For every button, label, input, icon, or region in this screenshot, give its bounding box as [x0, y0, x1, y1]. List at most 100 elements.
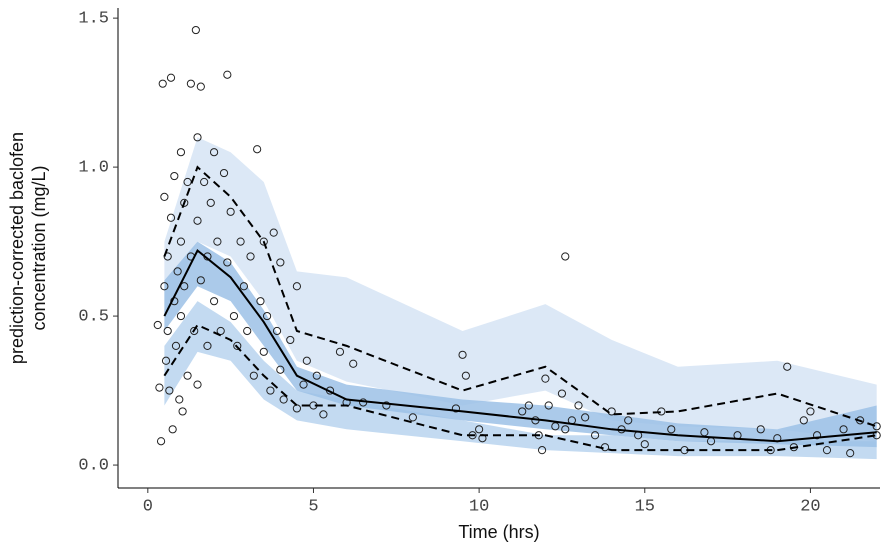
- data-point: [173, 267, 182, 276]
- data-point: [382, 401, 391, 410]
- data-point: [561, 252, 570, 261]
- percentile-line: [163, 323, 877, 452]
- data-point: [262, 311, 272, 321]
- data-point: [155, 383, 164, 392]
- data-point: [183, 371, 192, 380]
- x-tick-label: 5: [308, 497, 318, 516]
- data-point: [229, 311, 239, 321]
- y-tick-label: 0.5: [78, 308, 109, 327]
- data-point: [846, 449, 855, 458]
- x-tick-label: 15: [635, 497, 655, 516]
- data-point: [170, 171, 179, 181]
- data-point: [590, 431, 600, 440]
- data-point: [213, 237, 222, 246]
- data-point: [209, 148, 219, 157]
- data-point: [175, 395, 184, 404]
- data-point: [219, 168, 229, 178]
- data-point: [246, 252, 255, 261]
- x-axis-title: Time (hrs): [458, 522, 539, 542]
- data-point: [180, 198, 189, 207]
- data-point: [163, 252, 172, 261]
- data-point: [203, 341, 212, 350]
- data-point: [335, 347, 345, 356]
- prediction-band: [164, 301, 877, 460]
- data-point: [200, 177, 209, 187]
- x-tick-label: 10: [469, 497, 489, 516]
- data-point: [256, 297, 265, 306]
- data-point: [193, 216, 202, 225]
- data-point: [176, 148, 186, 157]
- data-point: [176, 237, 186, 246]
- data-point: [249, 371, 258, 380]
- data-point: [269, 228, 278, 237]
- data-point: [156, 437, 166, 446]
- data-point: [193, 380, 202, 389]
- data-point: [209, 297, 219, 306]
- y-axis-title: prediction-corrected baclofen: [7, 132, 27, 364]
- data-point: [266, 386, 275, 395]
- data-point: [286, 335, 295, 345]
- data-point: [259, 347, 268, 356]
- data-point: [233, 341, 242, 350]
- y-tick-label: 0.0: [78, 457, 109, 476]
- data-point: [178, 407, 187, 416]
- data-point: [812, 431, 822, 440]
- data-point: [176, 311, 186, 321]
- data-point: [541, 374, 550, 383]
- data-point: [756, 425, 765, 434]
- data-point: [161, 356, 171, 365]
- data-point: [451, 404, 461, 413]
- data-point: [193, 133, 202, 142]
- data-point: [153, 320, 162, 330]
- data-point: [239, 282, 248, 291]
- data-point: [458, 350, 467, 359]
- data-point: [319, 410, 328, 419]
- data-point: [276, 258, 285, 267]
- data-point: [259, 237, 268, 246]
- data-point: [166, 213, 176, 222]
- data-point: [196, 82, 205, 91]
- data-point: [190, 326, 199, 336]
- data-point: [236, 237, 245, 246]
- data-point: [223, 258, 232, 267]
- data-point: [160, 282, 169, 291]
- data-point: [196, 276, 205, 285]
- data-point: [168, 425, 177, 434]
- data-point: [551, 422, 560, 431]
- y-tick-label: 1.5: [78, 10, 109, 29]
- data-point: [799, 416, 808, 425]
- prediction-band: [164, 241, 877, 448]
- data-point: [667, 425, 676, 434]
- data-point: [475, 425, 484, 434]
- data-point: [557, 389, 567, 398]
- data-point: [537, 446, 547, 455]
- data-point: [223, 70, 232, 79]
- data-point: [206, 198, 215, 207]
- data-point: [839, 425, 848, 434]
- median-line: [163, 248, 877, 443]
- data-point: [226, 207, 235, 216]
- data-point: [783, 362, 792, 371]
- data-point: [806, 407, 815, 416]
- data-point: [171, 341, 181, 350]
- data-point: [166, 73, 176, 82]
- data-point: [302, 356, 311, 365]
- data-point: [163, 326, 172, 336]
- data-point: [165, 386, 174, 395]
- data-point: [299, 380, 308, 389]
- y-tick-label: 1.0: [78, 159, 109, 178]
- prediction-band: [164, 137, 877, 442]
- data-point: [191, 25, 200, 35]
- data-point: [276, 365, 285, 374]
- data-point: [349, 359, 358, 368]
- data-point: [292, 282, 302, 291]
- data-point: [461, 371, 470, 380]
- data-point: [624, 416, 633, 425]
- data-point: [272, 326, 282, 336]
- data-point: [186, 79, 195, 88]
- data-point: [561, 425, 570, 434]
- x-tick-label: 0: [143, 497, 153, 516]
- data-point: [581, 413, 590, 422]
- data-point: [180, 282, 189, 291]
